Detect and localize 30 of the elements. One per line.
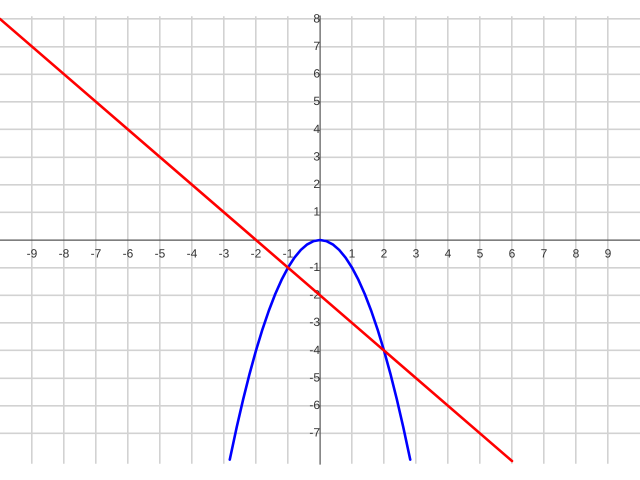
x-tick-label: 8: [572, 246, 580, 261]
x-tick-label: 3: [412, 246, 420, 261]
x-tick-label: -4: [186, 246, 198, 261]
x-tick-label: 5: [476, 246, 484, 261]
x-tick-label: -7: [90, 246, 102, 261]
x-tick-label: 2: [380, 246, 388, 261]
x-tick-label: 1: [348, 246, 356, 261]
x-tick-label: -5: [154, 246, 166, 261]
x-tick-label: -2: [250, 246, 262, 261]
x-tick-label: -3: [218, 246, 230, 261]
y-tick-label: -6: [309, 398, 320, 412]
y-tick-label: -1: [309, 260, 320, 274]
x-tick-label: -8: [58, 246, 70, 261]
y-tick-label: 2: [313, 177, 320, 192]
x-tick-label: 4: [444, 246, 452, 261]
y-tick-label: -7: [309, 426, 320, 440]
x-tick-label: -6: [122, 246, 134, 261]
x-tick-label: -9: [26, 246, 38, 261]
x-tick-label: 6: [508, 246, 516, 261]
y-tick-label: 1: [313, 204, 320, 219]
x-tick-label: -1: [282, 246, 294, 261]
y-tick-label: 6: [313, 66, 320, 81]
x-tick-label: 9: [604, 246, 612, 261]
y-tick-label: 3: [313, 149, 320, 164]
y-tick-label: 5: [313, 94, 320, 108]
x-tick-label: 7: [540, 246, 548, 261]
y-tick-label: 8: [313, 11, 320, 26]
y-tick-label: -5: [309, 370, 320, 384]
y-tick-label: 7: [313, 38, 320, 53]
y-tick-label: -3: [309, 315, 320, 330]
